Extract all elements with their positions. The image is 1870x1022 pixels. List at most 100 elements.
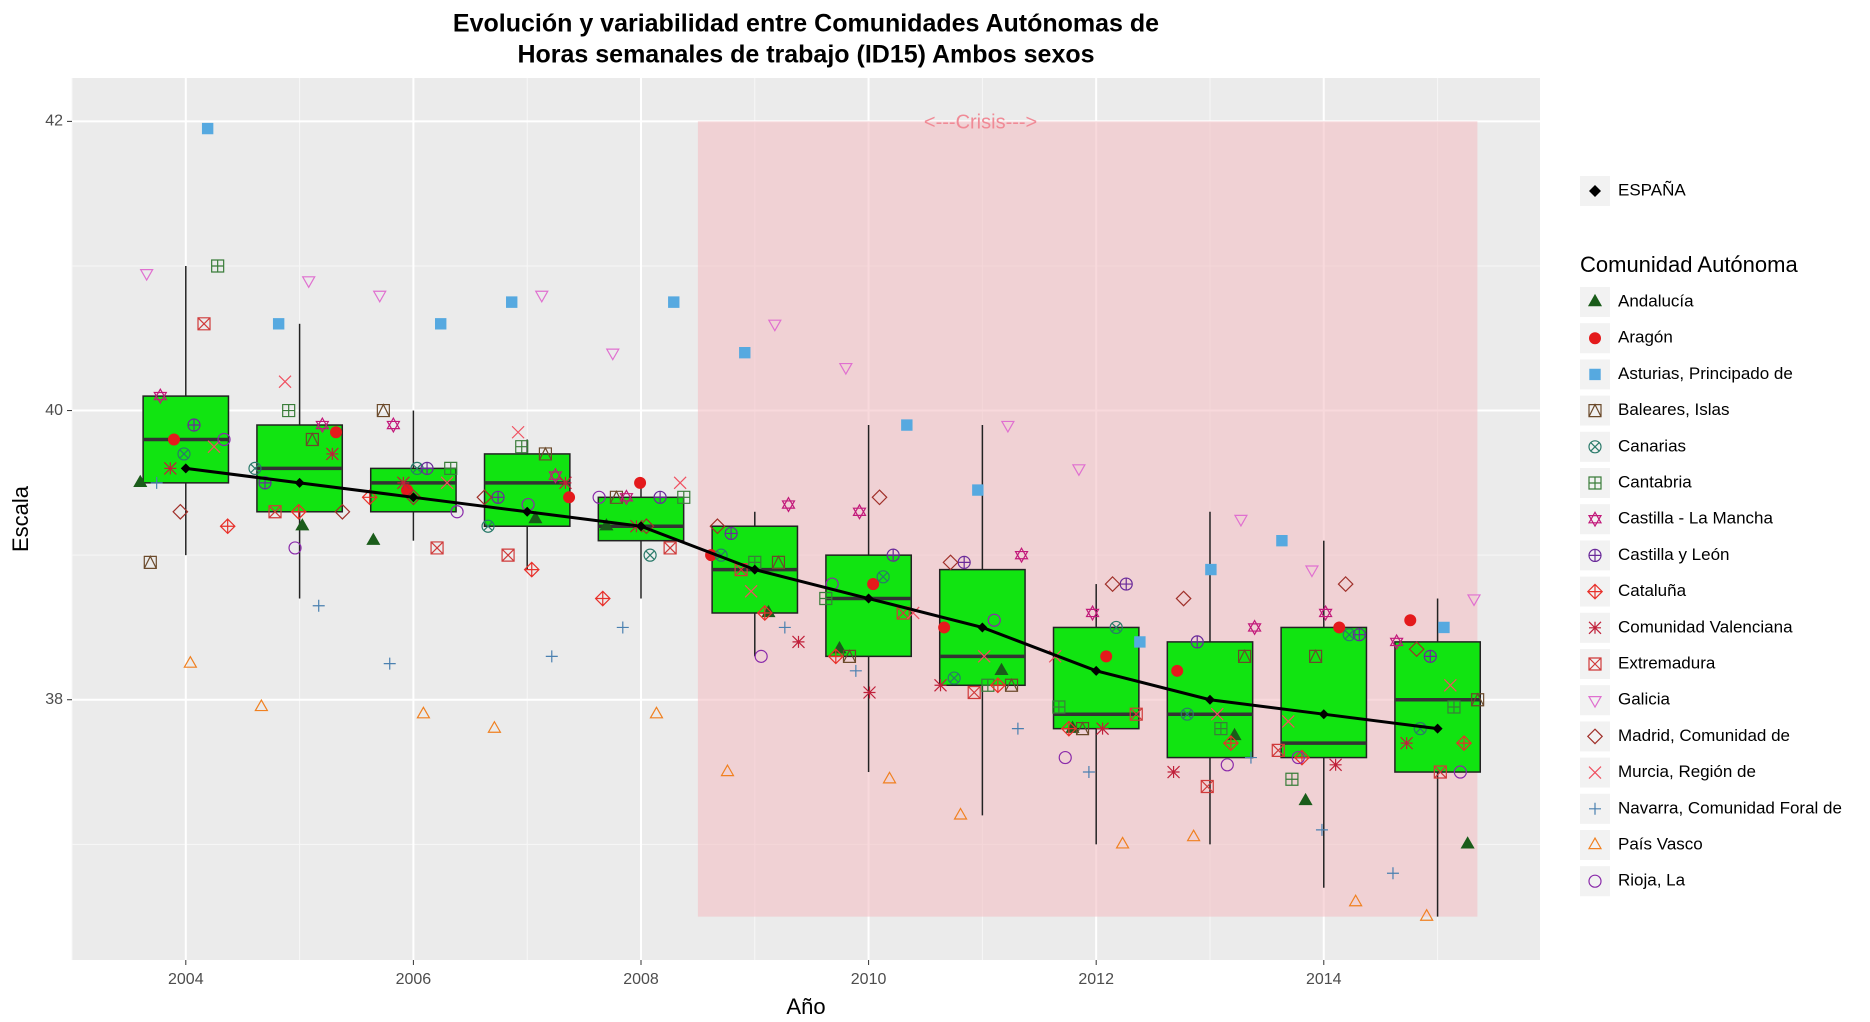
community-point: [619, 489, 634, 506]
community-point: [1247, 619, 1262, 636]
community-point: [1318, 604, 1333, 622]
community-point: [1352, 628, 1366, 642]
legend-marker: [1589, 185, 1601, 197]
annotation: <---Crisis--->: [924, 112, 1037, 134]
community-point: [882, 771, 897, 784]
community-point: [1285, 772, 1299, 786]
community-point: [1210, 707, 1224, 721]
community-point: [420, 461, 434, 475]
community-point: [1438, 621, 1450, 634]
community-point: [197, 317, 211, 331]
legend-label: Extremadura: [1618, 653, 1716, 672]
community-point: [744, 584, 758, 598]
community-point: [1011, 722, 1024, 735]
community-point: [1167, 765, 1180, 779]
chart-title: Evolución y variabilidad entre Comunidad…: [453, 10, 1159, 38]
community-point: [767, 319, 782, 332]
community-point: [386, 416, 401, 434]
community-point: [1329, 758, 1343, 772]
crisis-region: [697, 121, 1478, 917]
community-point: [1222, 735, 1239, 752]
community-point: [609, 489, 624, 504]
community-point: [934, 678, 947, 692]
community-point: [852, 503, 867, 520]
x-tick-label: 2010: [851, 971, 887, 988]
legend-label: Castilla - La Mancha: [1618, 509, 1774, 528]
legend-label: Galicia: [1618, 690, 1671, 709]
community-point: [1180, 707, 1194, 721]
legend-marker: [1587, 836, 1603, 850]
legend-key: [1580, 685, 1610, 716]
x-tick-label: 2012: [1078, 971, 1114, 988]
legend-label: País Vasco: [1618, 834, 1703, 853]
community-point: [942, 554, 959, 571]
community-point: [440, 476, 454, 490]
community-point: [1129, 707, 1143, 721]
legend-label: Comunidad Valenciana: [1618, 617, 1793, 636]
spain-point: [1091, 665, 1102, 676]
legend-label: Murcia, Región de: [1618, 762, 1756, 781]
x-tick-label: 2004: [168, 971, 204, 988]
spain-point: [977, 622, 988, 633]
community-point: [312, 599, 325, 612]
community-point: [1082, 766, 1095, 779]
legend-label: Navarra, Comunidad Foral de: [1618, 798, 1842, 817]
community-point: [724, 526, 738, 541]
community-point: [819, 591, 833, 606]
legend-marker: [1588, 621, 1602, 635]
community-point: [211, 259, 225, 273]
community-point: [1447, 700, 1461, 714]
community-point: [1220, 758, 1234, 772]
community-point: [653, 490, 667, 504]
community-point: [435, 318, 447, 330]
community-point: [792, 635, 805, 649]
spain-point: [180, 463, 191, 474]
legend-title: Comunidad Autónoma: [1580, 252, 1798, 277]
legend-key: [1580, 830, 1610, 860]
community-point: [947, 671, 961, 685]
community-point: [643, 548, 657, 562]
y-tick-label: 38: [45, 691, 63, 708]
community-point: [987, 613, 1001, 627]
community-point: [1233, 514, 1248, 528]
community-point: [523, 561, 540, 578]
community-point: [444, 461, 458, 475]
community-point: [295, 518, 310, 531]
community-point: [254, 698, 269, 712]
community-point: [376, 403, 390, 418]
community-point: [1000, 420, 1015, 434]
community-point: [663, 541, 677, 555]
community-point: [1466, 594, 1482, 607]
community-point: [1298, 792, 1313, 806]
legend-label: Asturias, Principado de: [1618, 364, 1793, 383]
community-point: [1244, 751, 1257, 764]
community-point: [673, 476, 687, 490]
spain-point: [1204, 694, 1215, 705]
community-point: [1423, 649, 1437, 663]
community-point: [1200, 779, 1214, 794]
community-point: [548, 467, 563, 484]
legend-key: [1580, 866, 1610, 897]
community-point: [1058, 750, 1072, 765]
community-point: [967, 685, 981, 700]
spain-point: [1432, 723, 1443, 734]
community-point: [1205, 563, 1217, 576]
community-point: [133, 474, 148, 488]
legend-marker: [1588, 874, 1602, 888]
community-point: [187, 418, 201, 432]
community-point: [167, 433, 180, 446]
community-point: [150, 476, 163, 489]
community-point: [592, 490, 606, 504]
legend-marker: [1588, 440, 1602, 454]
spain-point: [294, 477, 305, 488]
community-point: [305, 432, 319, 447]
community-point: [1085, 604, 1100, 622]
community-point: [1453, 765, 1467, 779]
y-tick-label: 40: [45, 402, 63, 419]
community-point: [1115, 836, 1130, 849]
community-point: [1175, 590, 1192, 607]
community-point: [1460, 836, 1475, 849]
community-point: [396, 476, 410, 490]
community-point: [501, 548, 515, 562]
legend-label: Aragón: [1618, 328, 1673, 347]
